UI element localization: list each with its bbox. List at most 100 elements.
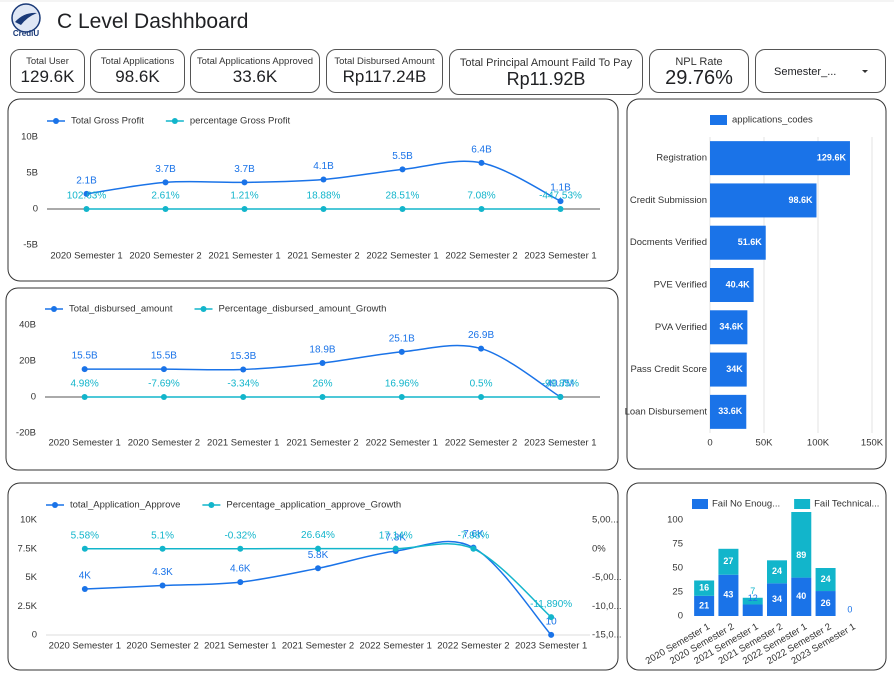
y2-tick-label: -10,0...	[592, 601, 622, 612]
y-tick-label: 50	[672, 563, 683, 574]
data-label: 7.3K	[385, 533, 406, 544]
x-tick-label: 2022 Semester 1	[366, 438, 438, 449]
data-label: 129.6K	[817, 153, 847, 163]
data-label: 17.14%	[379, 530, 413, 541]
x-tick-label: 150K	[861, 438, 884, 449]
data-point	[160, 366, 167, 373]
y-tick-label: 100	[667, 515, 683, 526]
y-tick-label: -5B	[23, 240, 38, 251]
data-point	[548, 631, 555, 638]
dropdown-arrow	[862, 70, 868, 73]
data-point	[398, 394, 405, 400]
y-tick-label: 10B	[21, 132, 38, 143]
data-point	[315, 565, 321, 572]
data-label: 0	[847, 604, 852, 614]
x-tick-label: 2022 Semester 2	[445, 251, 517, 262]
legend-label: total_Application_Approve	[70, 500, 180, 511]
data-label: 18.9B	[309, 345, 335, 356]
legend-label: Percentage_disbursed_amount_Growth	[219, 304, 387, 315]
legend-dot	[171, 118, 178, 124]
kpi-value: 98.6K	[115, 67, 160, 86]
bar	[694, 595, 715, 616]
data-point	[241, 179, 248, 186]
bar	[710, 225, 766, 260]
y-tick-label: 0	[31, 392, 36, 403]
y-tick-label: 5B	[26, 168, 38, 179]
page-title: C Level Dashhboard	[57, 10, 249, 33]
kpi-card: NPL Rate 29.76%	[649, 49, 749, 93]
y-tick-label: PVA Verified	[655, 322, 707, 333]
y-tick-label: 7.5K	[17, 543, 37, 554]
data-point	[548, 614, 555, 621]
legend-swatch	[794, 499, 811, 509]
data-label: -3.34%	[227, 379, 259, 390]
legend-label: Fail No Enoug...	[712, 499, 780, 510]
data-label: 4.1B	[313, 161, 334, 172]
data-label: -7.98%	[458, 530, 490, 541]
kpi-value: Rp117.24B	[342, 67, 427, 86]
x-tick-label: 2021 Semester 2	[282, 641, 354, 652]
bar	[742, 597, 763, 605]
y2-tick-label: -15,0...	[592, 630, 622, 641]
data-point	[470, 545, 477, 552]
data-label: 98.6K	[788, 195, 813, 205]
data-point	[398, 348, 405, 355]
data-label: 15.3B	[230, 351, 256, 362]
data-label: 26.64%	[301, 530, 335, 541]
bar-group	[694, 512, 836, 616]
data-point	[392, 545, 399, 552]
legend-label: percentage Gross Profit	[190, 116, 291, 127]
legend-dot	[52, 502, 58, 508]
data-label: 5.8K	[308, 550, 329, 561]
data-label: 5.58%	[71, 530, 99, 541]
data-label: 40.7M	[546, 379, 574, 390]
data-label: 0.5%	[470, 379, 493, 390]
data-label: 40.4K	[726, 279, 751, 289]
kpi-card: Total Applications Approved 33.6K	[190, 49, 320, 93]
data-point	[399, 206, 406, 212]
x-tick-label: 2020 Semester 1	[49, 641, 121, 652]
data-label: 2.1B	[76, 176, 97, 187]
data-point	[81, 366, 88, 373]
data-point	[557, 394, 564, 400]
legend-label: Fail Technical...	[814, 499, 879, 510]
data-label: 102.63%	[67, 191, 107, 202]
data-label: -99.85%	[542, 379, 579, 390]
data-point	[319, 359, 326, 366]
data-label: 16.96%	[385, 379, 419, 390]
x-tick-label: 2022 Semester 1	[360, 641, 432, 652]
data-label: 34K	[726, 364, 743, 374]
data-point	[159, 582, 166, 589]
bar	[718, 574, 739, 616]
bar	[694, 580, 715, 596]
y2-tick-label: -5,00...	[592, 572, 622, 583]
legend-swatch	[692, 499, 708, 509]
data-point	[83, 190, 90, 197]
y-tick-label: 10K	[20, 515, 38, 526]
y-tick-label: -20B	[16, 428, 36, 439]
y-tick-label: Registration	[656, 153, 707, 164]
kpi-label: Total Disbursed Amount	[334, 56, 435, 67]
data-label: 1.1B	[550, 183, 571, 194]
x-tick-label: 2021 Semester 1	[204, 641, 276, 652]
kpi-label: Total User	[26, 56, 69, 67]
bar	[767, 560, 787, 584]
bar	[710, 141, 850, 176]
bar	[710, 268, 754, 302]
legend-dot	[53, 118, 59, 124]
data-label: 4.98%	[70, 379, 98, 390]
data-point	[159, 545, 166, 552]
data-label: -11,890%	[530, 599, 572, 610]
data-point	[315, 545, 321, 552]
data-label: 34	[772, 594, 782, 604]
data-label: 16	[699, 583, 709, 593]
x-tick-label: 2020 Semester 2	[128, 438, 200, 449]
x-tick-label: 50K	[756, 438, 774, 449]
kpi-value: Rp11.92B	[506, 69, 586, 89]
semester-filter[interactable]: Semester_...	[755, 49, 886, 93]
data-label: -447.53%	[539, 191, 582, 202]
data-label: 89	[796, 550, 806, 560]
data-label: 5.5B	[392, 151, 413, 162]
data-label: 7.08%	[467, 191, 495, 202]
